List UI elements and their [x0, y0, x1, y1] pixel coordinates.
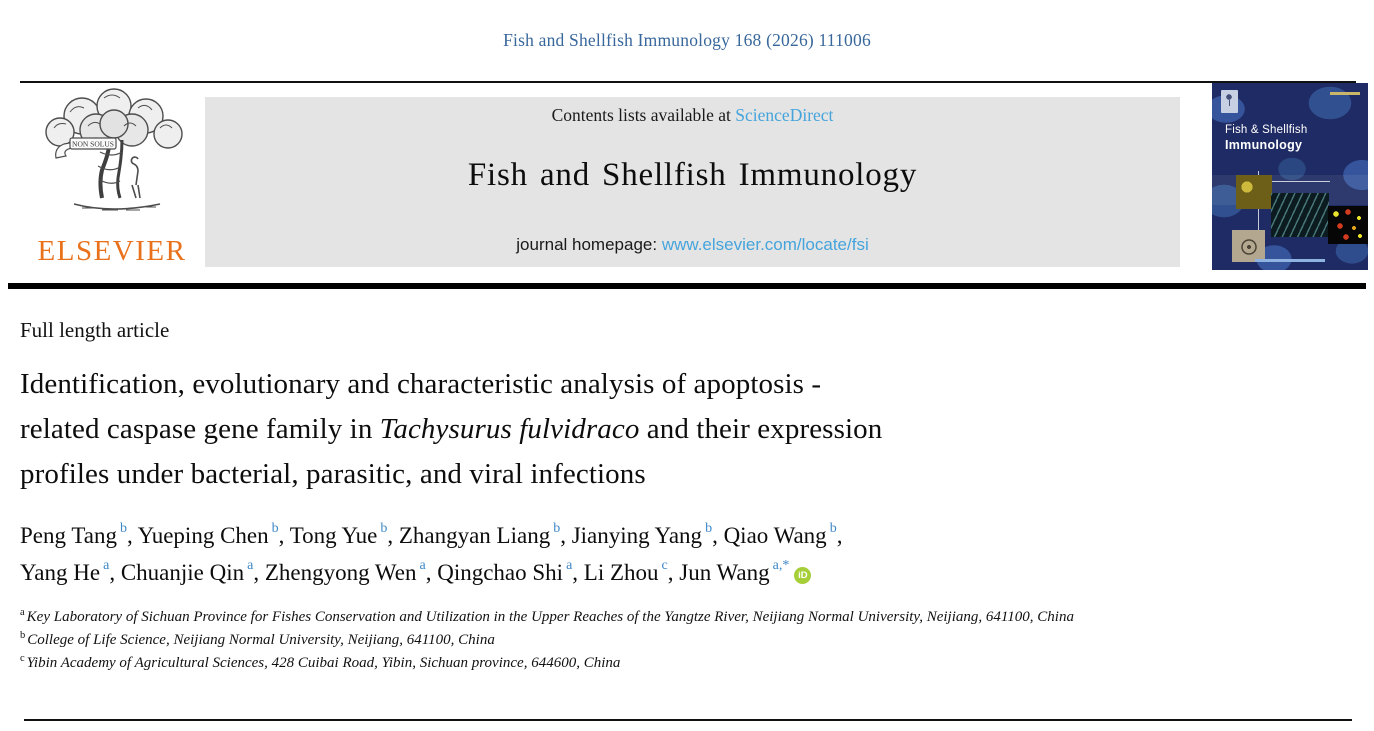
cover-url-text — [1255, 259, 1325, 262]
cover-title-line1: Fish & Shellfish — [1225, 124, 1308, 136]
affiliation-superscript[interactable]: c — [661, 558, 668, 574]
author[interactable]: Zhangyan Liang b — [398, 521, 561, 548]
journal-homepage-link[interactable]: www.elsevier.com/locate/fsi — [661, 235, 869, 254]
affiliation-list: a Key Laboratory of Sichuan Province for … — [20, 606, 1148, 675]
article-title: Identification, evolutionary and charact… — [20, 362, 1185, 497]
cover-panel-fluorescence — [1328, 206, 1368, 244]
affiliation-superscript[interactable]: b — [829, 521, 837, 537]
contents-prefix: Contents lists available at — [551, 105, 736, 125]
author-line-1: Peng Tang b, Yueping Chen b, Tong Yue b, Zh… — [20, 521, 843, 548]
author[interactable]: Qingchao Shi a — [437, 558, 573, 585]
cover-panel-spheres — [1236, 175, 1272, 209]
masthead-divider-rule — [8, 283, 1366, 289]
affiliation-superscript[interactable]: b — [705, 521, 713, 537]
article-title-line3: profiles under bacterial, parasitic, and… — [20, 458, 646, 490]
top-rule — [20, 81, 1356, 83]
cover-title: Fish & Shellfish Immunology — [1225, 123, 1307, 153]
journal-citation-link[interactable]: Fish and Shellfish Immunology 168 (2026)… — [503, 30, 871, 50]
author[interactable]: Zhengyong Wen a — [264, 558, 426, 585]
homepage-line: journal homepage: www.elsevier.com/locat… — [205, 235, 1180, 255]
affiliation-superscript[interactable]: b — [120, 521, 127, 537]
affiliation-superscript[interactable]: a,* — [772, 558, 790, 574]
author[interactable]: Jianying Yang b — [571, 521, 713, 548]
article-title-line2: related caspase gene family in Tachysuru… — [20, 413, 883, 445]
author[interactable]: Qiao Wang b — [723, 521, 837, 548]
author[interactable]: Yueping Chen b — [137, 521, 279, 548]
cover-title-line2: Immunology — [1225, 138, 1303, 152]
affiliation-c: c Yibin Academy of Agricultural Sciences,… — [20, 653, 621, 671]
author[interactable]: Li Zhou c — [583, 558, 668, 585]
cover-elsevier-mini-logo-icon — [1221, 90, 1238, 113]
author[interactable]: Yang He a — [20, 558, 110, 585]
elsevier-logo[interactable]: NON SOLUS ELSEVIER — [18, 86, 206, 270]
species-name: Tachysurus fulvidraco — [379, 413, 640, 445]
masthead-banner: Contents lists available at ScienceDirec… — [205, 97, 1180, 267]
elsevier-wordmark: ELSEVIER — [37, 235, 187, 267]
affiliation-superscript[interactable]: a — [247, 558, 254, 574]
article-title-line1: Identification, evolutionary and charact… — [20, 368, 822, 400]
affiliation-superscript[interactable]: a — [419, 558, 426, 574]
author[interactable]: Chuanjie Qin a — [120, 558, 254, 585]
cover-panel-fish-school — [1271, 193, 1329, 237]
elsevier-tree-icon: NON SOLUS — [45, 88, 183, 211]
cover-issn-text — [1330, 92, 1360, 95]
author-line-2: Yang He a, Chuanjie Qin a, Zhengyong Wen a,… — [20, 554, 1220, 591]
cover-divider-line — [1238, 181, 1330, 182]
author-corresponding[interactable]: Jun Wang a,* — [679, 558, 790, 585]
sciencedirect-link[interactable]: ScienceDirect — [735, 105, 834, 125]
affiliation-superscript[interactable]: a — [566, 558, 573, 574]
cover-panel-micrograph — [1232, 230, 1265, 262]
affiliation-superscript[interactable]: a — [103, 558, 110, 574]
orcid-icon[interactable]: iD — [794, 567, 812, 584]
homepage-prefix: journal homepage: — [516, 235, 662, 254]
affiliation-superscript[interactable]: b — [380, 521, 388, 537]
affiliation-superscript[interactable]: b — [553, 521, 561, 537]
affiliation-b: b College of Life Science, Neijiang Norma… — [20, 630, 495, 648]
non-solus-motto: NON SOLUS — [72, 140, 114, 149]
masthead-journal-title: Fish and Shellfish Immunology — [467, 157, 918, 193]
bottom-rule — [24, 719, 1352, 721]
author-list: Peng Tang b, Yueping Chen b, Tong Yue b, Zh… — [20, 517, 1220, 591]
journal-cover-thumbnail[interactable]: Fish & Shellfish Immunology — [1212, 83, 1368, 270]
affiliation-a: a Key Laboratory of Sichuan Province for … — [20, 607, 1074, 625]
article-type-label: Full length article — [20, 318, 170, 342]
author[interactable]: Peng Tang b — [20, 521, 127, 548]
affiliation-superscript[interactable]: b — [271, 521, 279, 537]
contents-line: Contents lists available at ScienceDirec… — [205, 105, 1180, 126]
author[interactable]: Tong Yue b — [289, 521, 388, 548]
